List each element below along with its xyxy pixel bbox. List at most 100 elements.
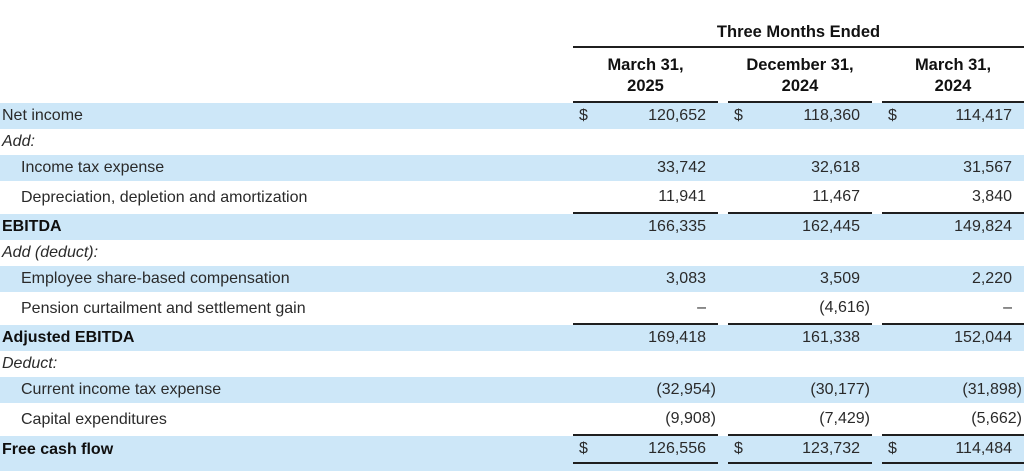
table-row-deduct-section: Deduct: [0, 351, 1024, 377]
cell-value: (7,429) [819, 409, 870, 427]
cell-value: 3,509 [819, 270, 860, 287]
cell-value: 2,220 [971, 270, 1012, 287]
header-period-area: Three Months Ended March 31, 2025 Decemb… [573, 0, 1024, 103]
table-row-net-income: Net income $120,652 $118,360 $114,417 [0, 103, 1024, 129]
row-label: Add: [2, 133, 35, 150]
cell-value: 169,418 [648, 329, 706, 346]
cell-value: 33,742 [657, 159, 706, 176]
cell: 2,220 [882, 266, 1024, 292]
cell-value: 162,445 [802, 218, 860, 235]
table-row-depreciation: Depreciation, depletion and amortization… [0, 181, 1024, 214]
cell [882, 240, 1024, 266]
cell: $120,652 [573, 103, 718, 129]
period-group-title: Three Months Ended [573, 0, 1024, 48]
cell: (31,898) [882, 377, 1024, 403]
currency-symbol: $ [579, 440, 588, 457]
row-label: Add (deduct): [2, 244, 99, 261]
cell-value: 31,567 [963, 159, 1012, 176]
cell: (32,954) [573, 377, 718, 403]
row-label: Pension curtailment and settlement gain [21, 299, 306, 317]
cell-value: (31,898) [962, 381, 1022, 398]
cell: 33,742 [573, 155, 718, 181]
table-row-add-deduct-section: Add (deduct): [0, 240, 1024, 266]
cell: 3,509 [728, 266, 872, 292]
column-header-line1: March 31, [914, 55, 992, 74]
row-label: Employee share-based compensation [21, 270, 290, 287]
cell: 31,567 [882, 155, 1024, 181]
column-header-line2: 2025 [627, 76, 664, 95]
column-header-line2: 2024 [781, 76, 819, 95]
table-row-adjusted-ebitda: Adjusted EBITDA 169,418 161,338 152,044 [0, 325, 1024, 351]
cell-value: (4,616) [819, 298, 870, 316]
cell-value: (5,662) [971, 409, 1022, 427]
cell: $123,732 [728, 436, 872, 464]
table-row-capital-expenditures: Capital expenditures (9,908) (7,429) (5,… [0, 403, 1024, 436]
cell [573, 240, 718, 266]
cell: 32,618 [728, 155, 872, 181]
cell-value: – [697, 298, 706, 316]
cell: 3,083 [573, 266, 718, 292]
period-column-headers: March 31, 2025 December 31, 2024 March 3… [573, 48, 1024, 103]
currency-symbol: $ [888, 107, 897, 124]
cell [573, 129, 718, 155]
cell [728, 129, 872, 155]
cell: 162,445 [728, 214, 872, 240]
cell [728, 351, 872, 377]
cell: (7,429) [728, 403, 872, 436]
cell: $118,360 [728, 103, 872, 129]
cell-value: 32,618 [811, 159, 860, 176]
cell-value: 161,338 [802, 329, 860, 346]
column-header-line1: December 31, [746, 55, 854, 74]
row-label: Deduct: [2, 355, 58, 372]
row-label: Adjusted EBITDA [2, 329, 135, 346]
cell: (4,616) [728, 292, 872, 325]
row-label: Capital expenditures [21, 410, 167, 428]
table-row-ebitda: EBITDA 166,335 162,445 149,824 [0, 214, 1024, 240]
column-header-line2: 2024 [934, 76, 972, 95]
table-row-income-tax-expense: Income tax expense 33,742 32,618 31,567 [0, 155, 1024, 181]
cell: – [573, 292, 718, 325]
cell: 161,338 [728, 325, 872, 351]
cell [573, 351, 718, 377]
cell-value: (32,954) [656, 381, 716, 398]
table-row-current-income-tax: Current income tax expense (32,954) (30,… [0, 377, 1024, 403]
cell: $114,484 [882, 436, 1024, 464]
row-label: Free cash flow [2, 441, 114, 458]
cell-value: – [1003, 298, 1012, 316]
cell: (30,177) [728, 377, 872, 403]
currency-symbol: $ [734, 107, 743, 124]
cell: 11,467 [728, 181, 872, 214]
cell: (9,908) [573, 403, 718, 436]
currency-symbol: $ [888, 440, 897, 457]
cell-value: 123,732 [802, 440, 860, 457]
row-label: EBITDA [2, 218, 62, 235]
table-row-free-cash-flow: Free cash flow $126,556 $123,732 $114,48… [0, 436, 1024, 464]
cell-value: 11,941 [658, 187, 706, 205]
table-header: Three Months Ended March 31, 2025 Decemb… [0, 0, 1024, 103]
cell-value: 166,335 [648, 218, 706, 235]
cell-value: 114,417 [955, 107, 1012, 124]
column-header-march-2024: March 31, 2024 [882, 48, 1024, 103]
cell [882, 351, 1024, 377]
cell-value: 126,556 [648, 440, 706, 457]
column-header-march-2025: March 31, 2025 [573, 48, 718, 103]
cell: – [882, 292, 1024, 325]
cell-value: 118,360 [803, 107, 860, 124]
cell-value: (30,177) [810, 381, 870, 398]
currency-symbol: $ [734, 440, 743, 457]
bottom-stripe [0, 464, 1024, 471]
cell: 152,044 [882, 325, 1024, 351]
header-spacer [0, 0, 573, 103]
cell-value: 114,484 [955, 440, 1012, 457]
row-label: Current income tax expense [21, 381, 222, 398]
cell: 3,840 [882, 181, 1024, 214]
cell [882, 129, 1024, 155]
row-label: Income tax expense [21, 159, 165, 176]
table-row-pension-curtailment: Pension curtailment and settlement gain … [0, 292, 1024, 325]
column-header-line1: March 31, [607, 55, 684, 74]
cell-value: 152,044 [954, 329, 1012, 346]
column-header-december-2024: December 31, 2024 [728, 48, 872, 103]
row-label: Depreciation, depletion and amortization [21, 188, 308, 206]
cell: 149,824 [882, 214, 1024, 240]
